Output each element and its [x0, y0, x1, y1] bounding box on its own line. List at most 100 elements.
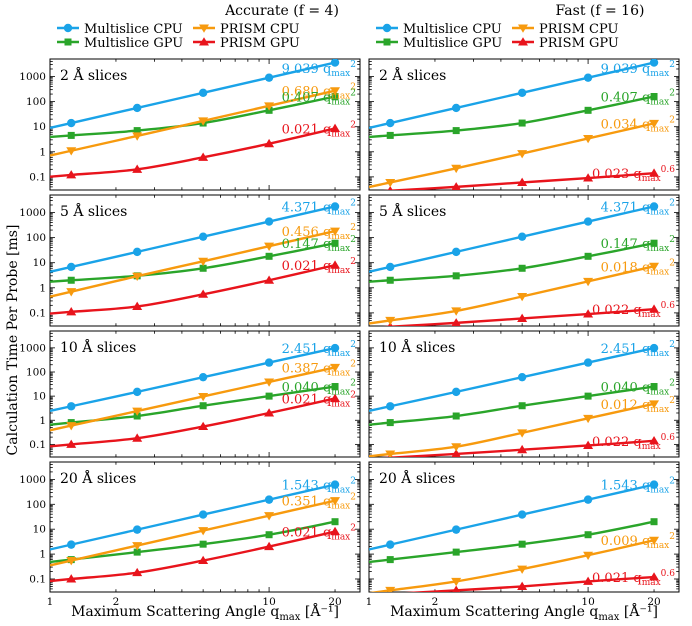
data-point [583, 440, 594, 449]
fit-annotation: 9.039 qmax2 [601, 60, 675, 79]
data-point [331, 518, 339, 526]
legend-marker [518, 37, 528, 46]
series-prism-cpu [369, 400, 660, 457]
panel-label: 10 Å slices [379, 338, 455, 356]
series-multislice-cpu [50, 343, 340, 413]
series-multislice-cpu [369, 202, 659, 273]
fit-annotation: 0.012 qmax2 [601, 396, 675, 415]
series-multislice-cpu [369, 480, 659, 551]
chart-panel-1: 1000 100 10 1 0.1 2 Å slices 9.039 qmax2 0.680 … [19, 58, 361, 191]
fit-annotation: 0.407 qmax2 [282, 89, 356, 108]
y-tick-label: 10 [33, 257, 46, 269]
fit-annotation: 0.351 qmax2 [282, 493, 356, 512]
fit-annotation: 0.407 qmax2 [601, 89, 675, 108]
data-point [649, 400, 660, 409]
legend-marker [382, 23, 392, 33]
data-point [198, 527, 209, 536]
data-point [649, 168, 660, 177]
data-point [583, 277, 594, 287]
legend-item: Multislice GPU [57, 36, 183, 51]
data-point [583, 173, 594, 182]
chart-panel-5: 1000 100 10 1 0.1 10 Å slices 2.451 qmax20.387… [19, 330, 361, 458]
data-point [330, 87, 341, 96]
y-tick-label: 100 [26, 232, 46, 244]
panel-label: 20 Å slices [60, 469, 136, 487]
fit-annotation: 0.021 qmax2 [282, 390, 356, 409]
data-point [517, 510, 527, 519]
svg-text:Maximum Scattering Angle qmax: Maximum Scattering Angle qmax [Å⁻¹] [390, 602, 658, 623]
data-point [517, 565, 528, 574]
data-point [66, 422, 77, 431]
fit-annotation: 0.456 qmax2 [282, 223, 356, 242]
data-point [386, 131, 394, 139]
data-point [649, 343, 659, 353]
data-point [265, 531, 273, 539]
data-point [583, 134, 594, 144]
y-tick-label: 10 [33, 121, 46, 133]
data-point [387, 185, 393, 190]
data-point [584, 531, 592, 539]
y-tick-label: 0.1 [29, 573, 46, 585]
data-point [451, 577, 462, 587]
data-point [264, 102, 275, 111]
column-title-1: Accurate (f = 4) [224, 3, 339, 19]
legend-item: Multislice CPU [57, 22, 183, 37]
legend-label: Multislice GPU [84, 36, 183, 51]
y-tick-label: 10 [33, 524, 46, 536]
data-point [132, 387, 142, 397]
legend-2: Multislice CPU PRISM CPU Multislice GPU PRI… [376, 22, 619, 51]
fit-annotation: 1.543 qmax2 [282, 477, 356, 496]
data-point [67, 118, 76, 128]
legend-label: PRISM CPU [539, 22, 618, 37]
data-point [517, 232, 527, 241]
data-point [583, 309, 594, 318]
legend-label: PRISM GPU [539, 36, 619, 51]
legend-marker [383, 38, 391, 46]
data-point [518, 119, 526, 127]
data-point [451, 318, 461, 326]
data-point [66, 147, 77, 156]
y-tick-label: 100 [26, 366, 46, 378]
data-point [517, 88, 527, 97]
series-prism-gpu [381, 436, 660, 457]
data-point [330, 393, 341, 402]
fit-annotation: 0.009 qmax2 [601, 532, 675, 551]
data-point [264, 512, 275, 521]
data-point [330, 363, 341, 373]
data-point [518, 402, 526, 410]
series-multislice-gpu [369, 518, 658, 564]
svg-text:Maximum Scattering Angle qmax: Maximum Scattering Angle qmax [Å⁻¹] [71, 602, 339, 623]
x-axis-label: Maximum Scattering Angle qmax [Å⁻¹] [71, 602, 339, 623]
series-line [382, 308, 655, 326]
data-point [649, 572, 660, 581]
series-multislice-cpu [50, 202, 340, 273]
x-tick-label: 1 [366, 596, 373, 608]
data-point [330, 202, 340, 211]
data-point [265, 252, 273, 260]
data-point [517, 444, 528, 454]
data-point [583, 495, 593, 504]
series-prism-gpu [50, 393, 341, 448]
series-prism-gpu [382, 304, 660, 326]
data-point [386, 118, 395, 128]
legend-item: PRISM GPU [512, 36, 619, 51]
data-point [67, 276, 75, 284]
data-point [385, 450, 396, 457]
data-point [66, 439, 77, 448]
data-point [132, 272, 143, 281]
panel-frame [368, 194, 680, 327]
series-prism-cpu [369, 536, 660, 592]
column-title-2: Fast (f = 16) [556, 3, 645, 19]
fit-annotation: 4.371 qmax2 [601, 198, 675, 217]
data-point [198, 392, 209, 402]
fit-annotation: 4.371 qmax2 [282, 198, 356, 217]
data-point [264, 275, 275, 284]
data-point [67, 540, 76, 549]
series-prism-cpu [50, 363, 341, 432]
data-point [133, 127, 141, 135]
legend-marker [518, 24, 528, 33]
data-point [198, 421, 209, 431]
x-tick-label: 2 [432, 596, 439, 608]
data-point [517, 429, 528, 438]
